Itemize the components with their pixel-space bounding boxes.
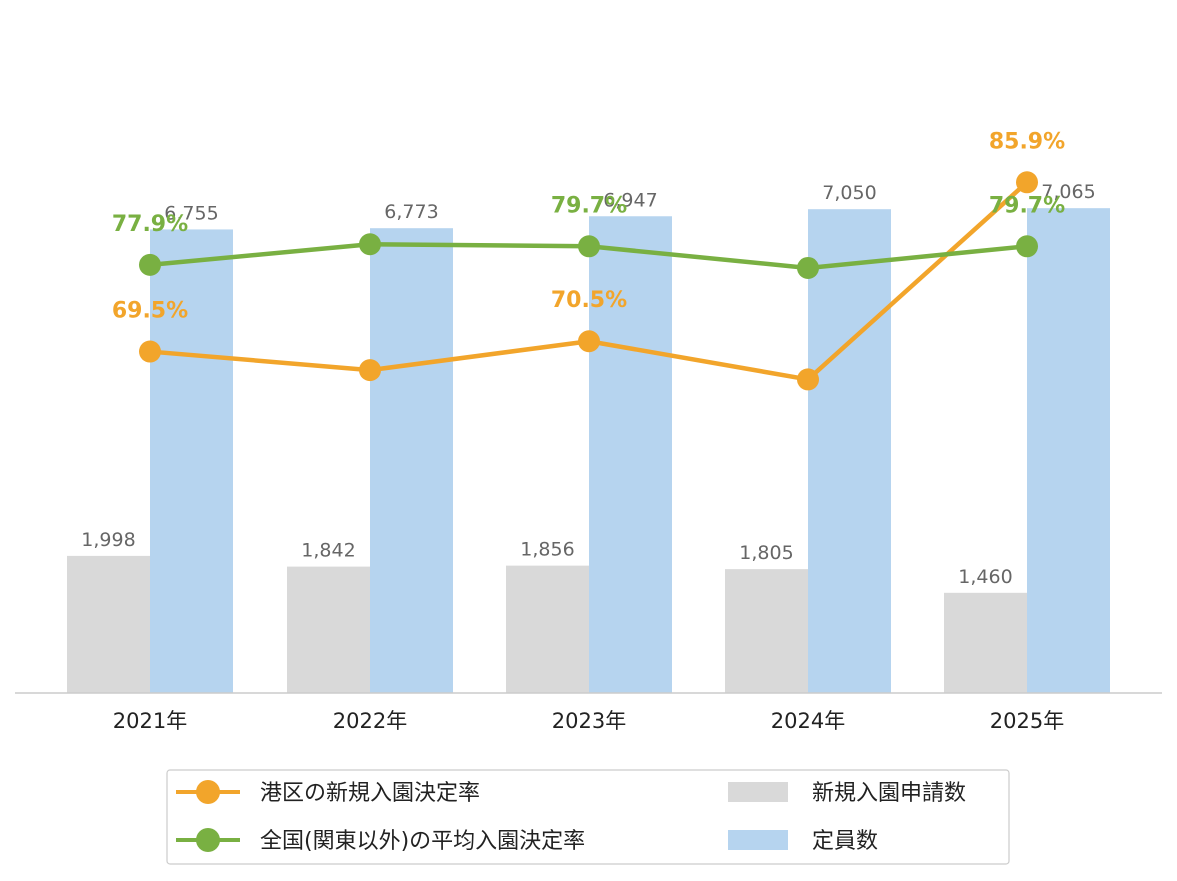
bar-capacity-4 xyxy=(1027,208,1110,693)
bar-value-label: 1,856 xyxy=(520,539,574,561)
x-tick-label: 2022年 xyxy=(333,709,407,733)
legend-item-bar1: 新規入園申請数 xyxy=(812,781,966,806)
legend-item-line1: 港区の新規入園決定率 xyxy=(260,781,480,806)
x-tick-label: 2023年 xyxy=(552,709,626,733)
line-value-label: 85.9% xyxy=(989,129,1065,154)
line-point-2-4 xyxy=(1016,171,1038,194)
line-point-2-3 xyxy=(797,368,819,391)
legend-item-bar2: 定員数 xyxy=(812,829,878,854)
bar-applications-1 xyxy=(287,566,370,693)
legend-marker-1 xyxy=(196,780,220,804)
bar-capacity-1 xyxy=(370,228,453,693)
bar-value-label: 6,755 xyxy=(164,202,218,224)
x-tick-label: 2021年 xyxy=(113,709,187,733)
legend: 港区の新規入園決定率 全国(関東以外)の平均入園決定率 新規入園申請数 定員数 xyxy=(166,769,1010,865)
bar-value-label: 1,842 xyxy=(301,540,355,562)
data-labels: 1,998 1,842 1,856 1,805 1,460 6,755 6,773 6,947… xyxy=(81,129,1095,587)
bar-capacity-2 xyxy=(589,216,672,693)
bar-value-label: 1,460 xyxy=(958,566,1012,588)
line-point-3-3 xyxy=(797,256,819,279)
legend-box xyxy=(166,769,1010,865)
line-point-3-0 xyxy=(139,253,161,276)
bar-applications-4 xyxy=(944,592,1027,693)
legend-marker-2 xyxy=(196,828,220,852)
line-value-label: 70.5% xyxy=(551,288,627,313)
line-point-2-1 xyxy=(359,359,381,382)
bar-value-label: 7,065 xyxy=(1041,181,1095,203)
category-labels: 2021年 2022年 2023年 2024年 2025年 xyxy=(113,709,1064,733)
line-value-label: 79.7% xyxy=(989,193,1065,218)
bar-capacity-3 xyxy=(808,209,891,693)
bar-value-label: 6,947 xyxy=(603,189,657,211)
legend-bar-swatch-1 xyxy=(728,782,788,802)
x-tick-label: 2025年 xyxy=(990,709,1064,733)
line-point-2-0 xyxy=(139,340,161,363)
bar-applications-2 xyxy=(506,565,589,693)
line-point-3-4 xyxy=(1016,235,1038,258)
lines-layer xyxy=(139,171,1038,391)
line-point-2-2 xyxy=(578,330,600,353)
line-value-label: 79.7% xyxy=(551,193,627,218)
line-point-3-2 xyxy=(578,235,600,258)
bars-layer xyxy=(67,208,1110,694)
bar-capacity-0 xyxy=(150,229,233,694)
bar-value-label: 7,050 xyxy=(822,182,876,204)
legend-item-line2: 全国(関東以外)の平均入園決定率 xyxy=(260,829,585,854)
bar-value-label: 1,805 xyxy=(739,542,793,564)
line-value-label: 77.9% xyxy=(112,212,188,237)
bar-applications-3 xyxy=(725,569,808,693)
line-value-label: 69.5% xyxy=(112,299,188,324)
x-tick-label: 2024年 xyxy=(771,709,845,733)
bar-value-label: 1,998 xyxy=(81,529,135,551)
legend-bar-swatch-2 xyxy=(728,830,788,850)
bar-value-label: 6,773 xyxy=(384,201,438,223)
line-point-3-1 xyxy=(359,233,381,256)
bar-applications-0 xyxy=(67,555,150,693)
